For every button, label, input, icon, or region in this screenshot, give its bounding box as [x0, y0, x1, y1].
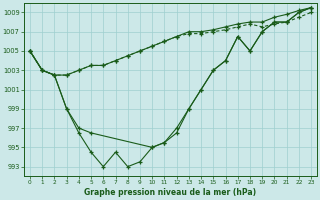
X-axis label: Graphe pression niveau de la mer (hPa): Graphe pression niveau de la mer (hPa)	[84, 188, 257, 197]
